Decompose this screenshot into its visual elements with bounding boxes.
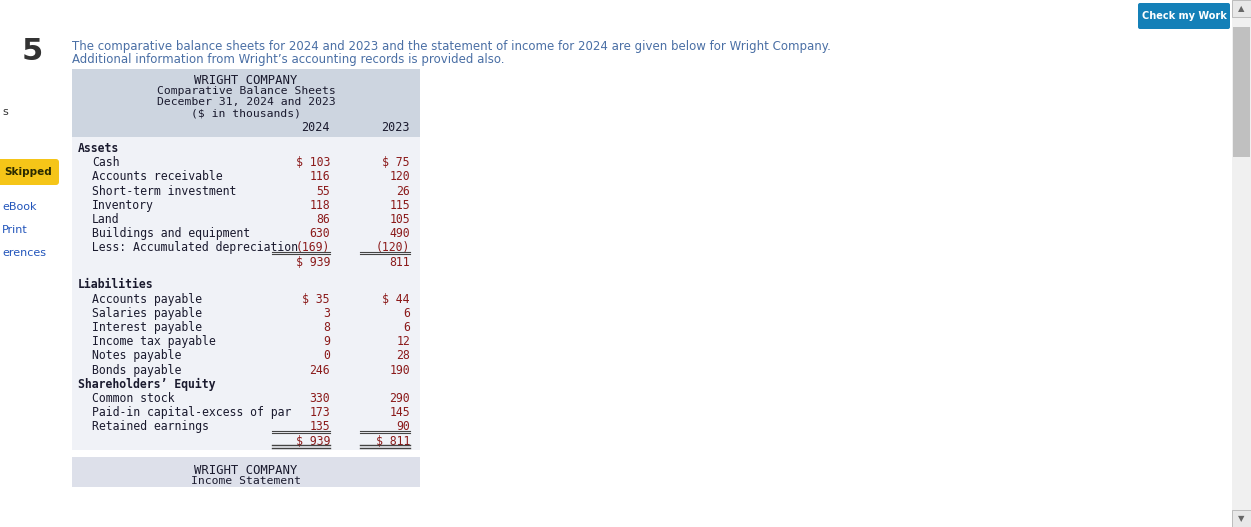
Text: s: s [3,107,8,117]
Text: The comparative balance sheets for 2024 and 2023 and the statement of income for: The comparative balance sheets for 2024 … [73,40,831,53]
Text: 118: 118 [309,199,330,212]
FancyBboxPatch shape [0,159,59,185]
Text: Inventory: Inventory [93,199,154,212]
Text: eBook: eBook [3,202,36,212]
Text: 173: 173 [309,406,330,419]
Text: Print: Print [3,225,28,235]
Text: 630: 630 [309,227,330,240]
Text: Less: Accumulated depreciation: Less: Accumulated depreciation [78,241,298,255]
Text: Cash: Cash [93,156,120,169]
Text: (120): (120) [375,241,410,255]
Text: 290: 290 [389,392,410,405]
Text: Accounts payable: Accounts payable [93,292,201,306]
Bar [73,69,420,137]
Text: $ 44: $ 44 [383,292,410,306]
Text: 135: 135 [309,421,330,433]
Text: 190: 190 [389,364,410,376]
Text: Liabilities: Liabilities [78,278,154,291]
Text: Shareholders’ Equity: Shareholders’ Equity [78,378,215,391]
Text: $ 103: $ 103 [295,156,330,169]
Text: ▼: ▼ [1238,514,1245,523]
Text: 811: 811 [389,256,410,269]
Text: 26: 26 [397,184,410,198]
Text: 120: 120 [389,170,410,183]
Text: Interest payable: Interest payable [93,321,201,334]
Text: 86: 86 [317,213,330,226]
Text: Skipped: Skipped [4,167,51,177]
Text: 2023: 2023 [382,121,410,134]
Bar [1232,0,1251,17]
Text: WRIGHT COMPANY: WRIGHT COMPANY [194,464,298,477]
Text: 5: 5 [23,37,44,66]
Text: Income Statement: Income Statement [191,476,301,486]
Text: erences: erences [3,248,46,258]
Text: 6: 6 [403,321,410,334]
Text: $ 35: $ 35 [303,292,330,306]
Text: 9: 9 [323,335,330,348]
Text: $ 939: $ 939 [295,256,330,269]
Text: 6: 6 [403,307,410,320]
Text: 55: 55 [317,184,330,198]
Text: Accounts receivable: Accounts receivable [93,170,223,183]
Text: Common stock: Common stock [93,392,174,405]
Text: Short-term investment: Short-term investment [93,184,236,198]
Text: Buildings and equipment: Buildings and equipment [93,227,250,240]
Text: 105: 105 [389,213,410,226]
Text: 8: 8 [323,321,330,334]
Text: Comparative Balance Sheets: Comparative Balance Sheets [156,86,335,96]
Text: (169): (169) [295,241,330,255]
Bar [1232,510,1251,527]
Bar [1233,27,1250,157]
Text: Income tax payable: Income tax payable [93,335,215,348]
Bar [73,457,420,487]
Text: 145: 145 [389,406,410,419]
Text: Assets: Assets [78,142,119,155]
FancyBboxPatch shape [1138,3,1230,29]
Text: 246: 246 [309,364,330,376]
Text: Paid-in capital-excess of par: Paid-in capital-excess of par [93,406,291,419]
Text: 116: 116 [309,170,330,183]
Text: ▲: ▲ [1238,4,1245,13]
Text: 90: 90 [397,421,410,433]
Text: 2024: 2024 [301,121,330,134]
Text: December 31, 2024 and 2023: December 31, 2024 and 2023 [156,97,335,107]
Bar [1232,0,1251,527]
Bar [73,137,420,450]
Text: 3: 3 [323,307,330,320]
Text: 330: 330 [309,392,330,405]
Text: Check my Work: Check my Work [1142,11,1226,21]
Text: Notes payable: Notes payable [93,349,181,363]
Text: Salaries payable: Salaries payable [93,307,201,320]
Text: 12: 12 [397,335,410,348]
Text: Retained earnings: Retained earnings [93,421,209,433]
Text: Additional information from Wright’s accounting records is provided also.: Additional information from Wright’s acc… [73,53,504,66]
Text: $ 939: $ 939 [295,435,330,447]
Text: Land: Land [93,213,120,226]
Text: Bonds payable: Bonds payable [93,364,181,376]
Text: WRIGHT COMPANY: WRIGHT COMPANY [194,74,298,87]
Text: 0: 0 [323,349,330,363]
Text: 490: 490 [389,227,410,240]
Text: 115: 115 [389,199,410,212]
Text: $ 75: $ 75 [383,156,410,169]
Text: 28: 28 [397,349,410,363]
Text: ($ in thousands): ($ in thousands) [191,108,301,118]
Text: $ 811: $ 811 [375,435,410,447]
